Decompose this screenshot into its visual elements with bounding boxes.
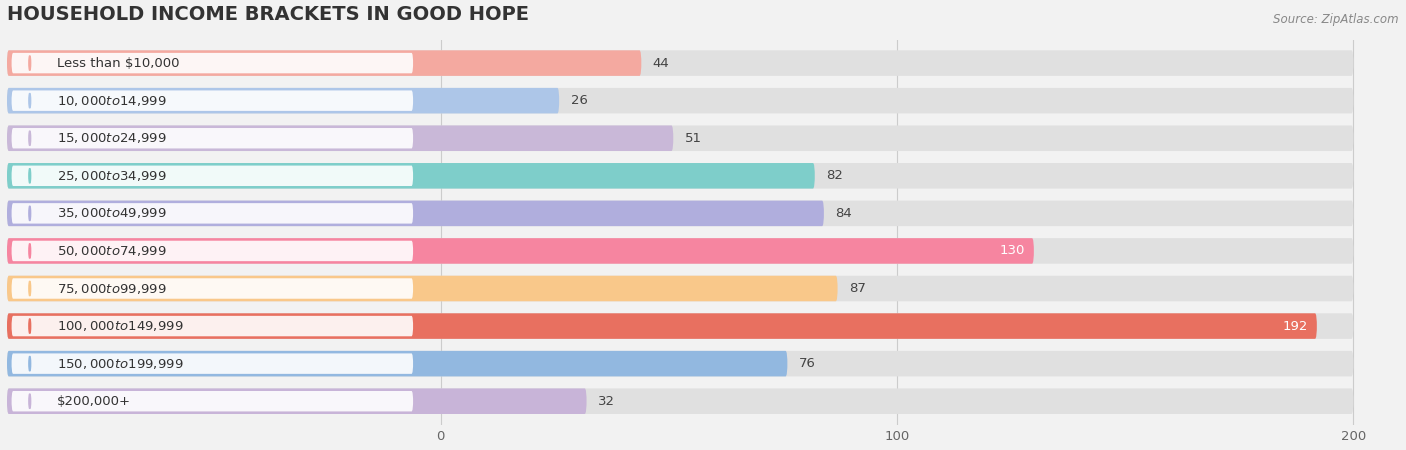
Text: Source: ZipAtlas.com: Source: ZipAtlas.com <box>1274 14 1399 27</box>
Text: $75,000 to $99,999: $75,000 to $99,999 <box>58 282 167 296</box>
FancyBboxPatch shape <box>11 353 413 374</box>
Text: $15,000 to $24,999: $15,000 to $24,999 <box>58 131 167 145</box>
Circle shape <box>30 131 31 146</box>
FancyBboxPatch shape <box>7 313 1354 339</box>
FancyBboxPatch shape <box>11 316 413 336</box>
FancyBboxPatch shape <box>11 391 413 411</box>
Text: $35,000 to $49,999: $35,000 to $49,999 <box>58 207 167 220</box>
Circle shape <box>30 168 31 183</box>
FancyBboxPatch shape <box>7 163 815 189</box>
Text: Less than $10,000: Less than $10,000 <box>58 57 180 70</box>
Text: 82: 82 <box>827 169 844 182</box>
Text: $10,000 to $14,999: $10,000 to $14,999 <box>58 94 167 108</box>
Text: 130: 130 <box>1000 244 1025 257</box>
Text: $25,000 to $34,999: $25,000 to $34,999 <box>58 169 167 183</box>
FancyBboxPatch shape <box>7 201 1354 226</box>
Text: 26: 26 <box>571 94 588 107</box>
Circle shape <box>30 394 31 409</box>
FancyBboxPatch shape <box>7 50 1354 76</box>
FancyBboxPatch shape <box>11 53 413 73</box>
Text: $150,000 to $199,999: $150,000 to $199,999 <box>58 357 184 371</box>
Circle shape <box>30 281 31 296</box>
FancyBboxPatch shape <box>7 163 1354 189</box>
FancyBboxPatch shape <box>7 388 586 414</box>
FancyBboxPatch shape <box>11 90 413 111</box>
Text: $50,000 to $74,999: $50,000 to $74,999 <box>58 244 167 258</box>
Circle shape <box>30 93 31 108</box>
Text: 192: 192 <box>1282 320 1308 333</box>
FancyBboxPatch shape <box>7 351 787 376</box>
Text: 44: 44 <box>652 57 669 70</box>
FancyBboxPatch shape <box>11 278 413 299</box>
FancyBboxPatch shape <box>7 88 1354 113</box>
FancyBboxPatch shape <box>7 201 824 226</box>
Circle shape <box>30 319 31 333</box>
FancyBboxPatch shape <box>7 313 1317 339</box>
FancyBboxPatch shape <box>11 166 413 186</box>
Circle shape <box>30 243 31 258</box>
Text: $200,000+: $200,000+ <box>58 395 131 408</box>
Text: 32: 32 <box>598 395 614 408</box>
FancyBboxPatch shape <box>7 126 1354 151</box>
Circle shape <box>30 206 31 221</box>
Text: 84: 84 <box>835 207 852 220</box>
FancyBboxPatch shape <box>7 238 1354 264</box>
FancyBboxPatch shape <box>7 276 838 302</box>
Circle shape <box>30 56 31 71</box>
Text: 51: 51 <box>685 132 702 145</box>
Text: HOUSEHOLD INCOME BRACKETS IN GOOD HOPE: HOUSEHOLD INCOME BRACKETS IN GOOD HOPE <box>7 5 529 24</box>
FancyBboxPatch shape <box>7 50 641 76</box>
FancyBboxPatch shape <box>11 128 413 148</box>
FancyBboxPatch shape <box>7 276 1354 302</box>
FancyBboxPatch shape <box>7 126 673 151</box>
Circle shape <box>30 356 31 371</box>
FancyBboxPatch shape <box>11 203 413 224</box>
Text: 87: 87 <box>849 282 866 295</box>
FancyBboxPatch shape <box>7 351 1354 376</box>
FancyBboxPatch shape <box>11 241 413 261</box>
FancyBboxPatch shape <box>7 388 1354 414</box>
Text: $100,000 to $149,999: $100,000 to $149,999 <box>58 319 184 333</box>
Text: 76: 76 <box>799 357 815 370</box>
FancyBboxPatch shape <box>7 88 560 113</box>
FancyBboxPatch shape <box>7 238 1033 264</box>
